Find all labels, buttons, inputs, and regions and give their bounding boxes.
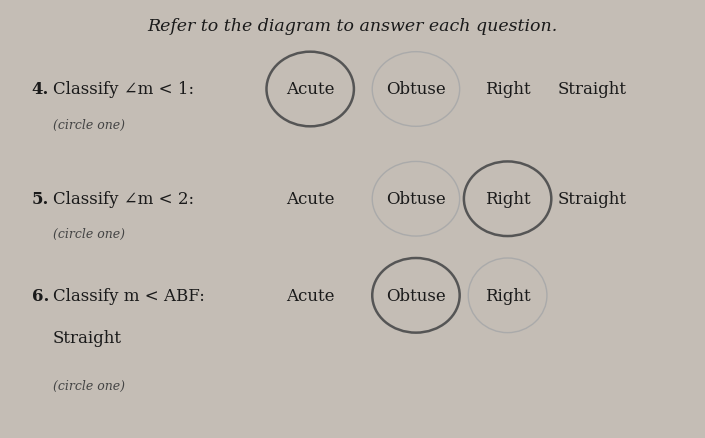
Text: Refer to the diagram to answer each question.: Refer to the diagram to answer each ques… [147, 18, 558, 35]
Text: Right: Right [485, 81, 530, 98]
Text: Right: Right [485, 287, 530, 304]
Text: Acute: Acute [286, 191, 334, 208]
Text: Obtuse: Obtuse [386, 287, 446, 304]
Text: Straight: Straight [53, 329, 122, 346]
Text: Classify ∠m < 1:: Classify ∠m < 1: [53, 81, 194, 98]
Text: (circle one): (circle one) [53, 228, 125, 241]
Text: Straight: Straight [558, 191, 627, 208]
Text: (circle one): (circle one) [53, 118, 125, 131]
Text: 4.: 4. [32, 81, 49, 98]
Text: Obtuse: Obtuse [386, 81, 446, 98]
Text: 6.: 6. [32, 287, 49, 304]
Text: Classify m < ABF:: Classify m < ABF: [53, 287, 204, 304]
Text: (circle one): (circle one) [53, 379, 125, 392]
Text: Straight: Straight [558, 81, 627, 98]
Text: Obtuse: Obtuse [386, 191, 446, 208]
Text: Acute: Acute [286, 287, 334, 304]
Text: 5.: 5. [32, 191, 49, 208]
Text: Classify ∠m < 2:: Classify ∠m < 2: [53, 191, 194, 208]
Text: Acute: Acute [286, 81, 334, 98]
Text: Right: Right [485, 191, 530, 208]
